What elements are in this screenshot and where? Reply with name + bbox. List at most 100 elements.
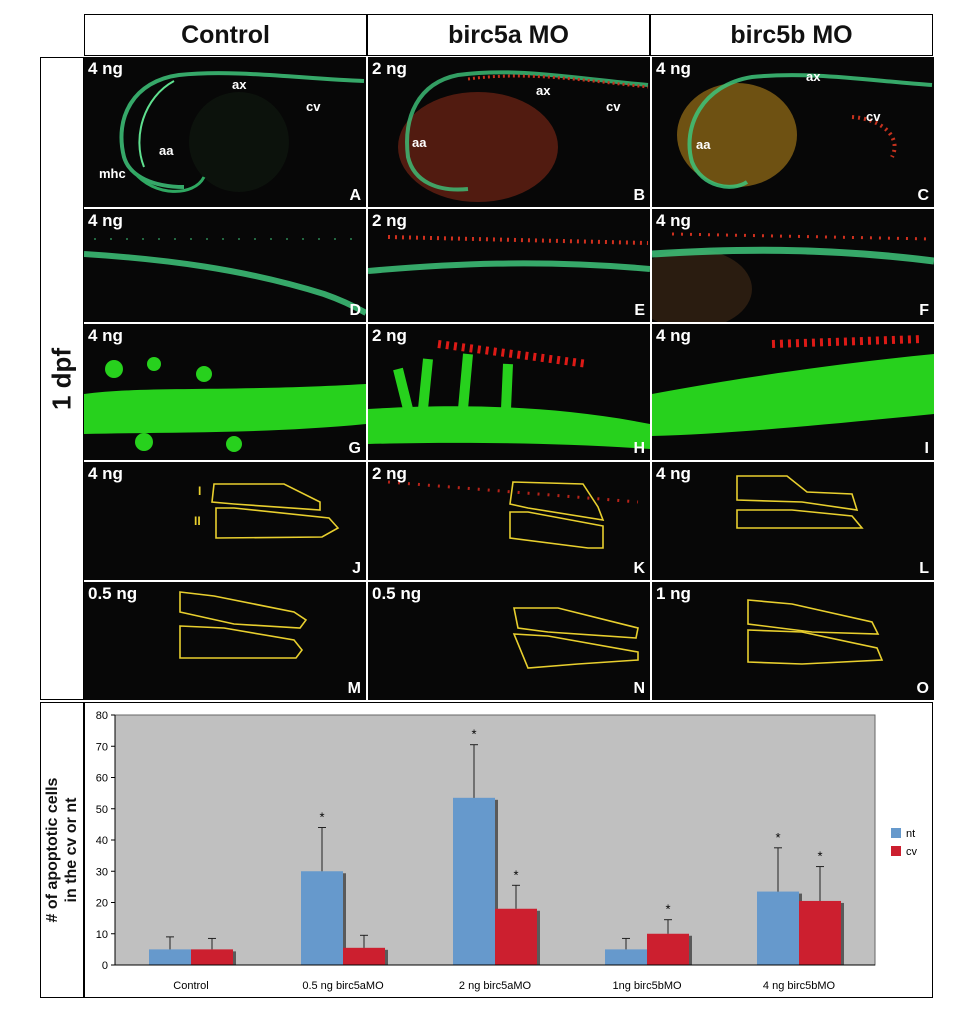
- panel-letter: F: [919, 302, 929, 319]
- column-header-birc5a: birc5a MO: [367, 14, 650, 56]
- panel-k: 2 ng K: [368, 462, 650, 580]
- x-tick-label: Control: [173, 980, 208, 992]
- ylabel-line-2: in the cv or nt: [63, 797, 80, 903]
- y-tick-label: 30: [96, 866, 108, 878]
- panel-letter: N: [633, 680, 645, 697]
- legend-label-cv: cv: [906, 846, 918, 858]
- legend-swatch-nt: [891, 828, 901, 838]
- significance-star: *: [665, 902, 670, 917]
- row-label-box: 1 dpf: [40, 57, 84, 700]
- panel-letter: L: [919, 560, 929, 577]
- legend-swatch-cv: [891, 846, 901, 856]
- panel-g: 4 ng G: [84, 324, 366, 460]
- dose-label: 0.5 ng: [372, 584, 422, 603]
- bar-nt: [605, 949, 647, 965]
- x-tick-label: 2 ng birc5aMO: [459, 980, 532, 992]
- panel-l: 4 ng L: [652, 462, 934, 580]
- dose-label: 2 ng: [372, 59, 407, 78]
- bar-cv: [191, 949, 233, 965]
- panel-m: 0.5 ng M: [84, 582, 366, 700]
- panel-letter: O: [916, 680, 929, 697]
- dose-label: 4 ng: [88, 464, 123, 483]
- annotation-cv: cv: [306, 99, 321, 114]
- panel-d: 4 ng D: [84, 209, 366, 322]
- x-tick-label: 4 ng birc5bMO: [763, 980, 836, 992]
- y-tick-label: 60: [96, 773, 108, 785]
- y-tick-label: 0: [102, 960, 108, 972]
- y-tick-label: 70: [96, 741, 108, 753]
- panel-letter: I: [924, 440, 929, 457]
- bar-nt: [453, 797, 495, 965]
- y-tick-label: 50: [96, 804, 108, 816]
- y-tick-label: 10: [96, 929, 108, 941]
- dose-label: 4 ng: [656, 59, 691, 78]
- panel-letter: G: [348, 440, 361, 457]
- bar-cv: [343, 947, 385, 965]
- annotation-mhc: mhc: [99, 166, 126, 181]
- bar-nt: [301, 871, 343, 965]
- dose-label: 1 ng: [656, 584, 691, 603]
- bar-nt: [757, 891, 799, 965]
- annotation-aa: aa: [159, 143, 174, 158]
- dose-label: 2 ng: [372, 326, 407, 345]
- dose-label: 0.5 ng: [88, 584, 138, 603]
- annotation-ax: ax: [232, 77, 247, 92]
- column-header-birc5b: birc5b MO: [650, 14, 933, 56]
- significance-star: *: [471, 727, 476, 742]
- row-label: 1 dpf: [46, 347, 77, 410]
- legend-label-nt: nt: [906, 828, 915, 840]
- panel-letter: A: [349, 187, 361, 204]
- annotation-aa: aa: [696, 137, 711, 152]
- panel-c: 4 ng ax cv aa C: [652, 57, 934, 207]
- panel-letter: E: [634, 302, 645, 319]
- panel-b: 2 ng ax cv aa B: [368, 57, 650, 207]
- y-tick-label: 80: [96, 710, 108, 722]
- dose-label: 2 ng: [372, 211, 407, 230]
- significance-star: *: [817, 849, 822, 864]
- annotation-aa: aa: [412, 135, 427, 150]
- significance-star: *: [513, 867, 518, 882]
- region-i-label: I: [198, 484, 202, 498]
- dose-label: 4 ng: [88, 59, 123, 78]
- panel-letter: C: [917, 187, 929, 204]
- bar-cv: [647, 933, 689, 965]
- chart-ylabel-box: # of apoptotic cells in the cv or nt: [40, 702, 84, 998]
- panel-j: I II 4 ng J: [84, 462, 366, 580]
- panel-e: 2 ng E: [368, 209, 650, 322]
- y-tick-label: 20: [96, 898, 108, 910]
- bar-cv: [495, 908, 537, 965]
- y-tick-label: 40: [96, 835, 108, 847]
- panel-o: 1 ng O: [652, 582, 934, 700]
- panel-i: 4 ng I: [652, 324, 934, 460]
- region-ii-label: II: [194, 514, 201, 528]
- bar-nt: [149, 949, 191, 965]
- dose-label: 4 ng: [88, 211, 123, 230]
- panel-letter: H: [633, 440, 645, 457]
- column-header-control: Control: [84, 14, 367, 56]
- ylabel-line-1: # of apoptotic cells: [44, 777, 61, 923]
- panel-letter: B: [633, 187, 645, 204]
- x-tick-label: 0.5 ng birc5aMO: [302, 980, 384, 992]
- panel-letter: D: [349, 302, 361, 319]
- x-tick-label: 1ng birc5bMO: [612, 980, 682, 992]
- panel-letter: K: [633, 560, 645, 577]
- significance-star: *: [775, 830, 780, 845]
- annotation-cv: cv: [866, 109, 881, 124]
- panel-n: 0.5 ng N: [368, 582, 650, 700]
- panel-f: 4 ng F: [652, 209, 934, 322]
- dose-label: 4 ng: [88, 326, 123, 345]
- panel-a: 4 ng ax cv aa mhc A: [84, 57, 366, 207]
- annotation-ax: ax: [806, 69, 821, 84]
- dose-label: 4 ng: [656, 464, 691, 483]
- dose-label: 4 ng: [656, 326, 691, 345]
- bar-cv: [799, 900, 841, 965]
- annotation-ax: ax: [536, 83, 551, 98]
- chart-svg: 0 10 20 30 40 50 60 70 80 Control * 0.5 ng birc5aMO…: [96, 710, 918, 992]
- dose-label: 4 ng: [656, 211, 691, 230]
- annotation-cv: cv: [606, 99, 621, 114]
- chart-ylabel: # of apoptotic cells in the cv or nt: [43, 778, 81, 923]
- panel-letter: M: [347, 680, 361, 697]
- dose-label: 2 ng: [372, 464, 407, 483]
- bar-chart: 0 10 20 30 40 50 60 70 80 Control * 0.5 ng birc5aMO…: [84, 702, 933, 998]
- panel-h: 2 ng H: [368, 324, 650, 460]
